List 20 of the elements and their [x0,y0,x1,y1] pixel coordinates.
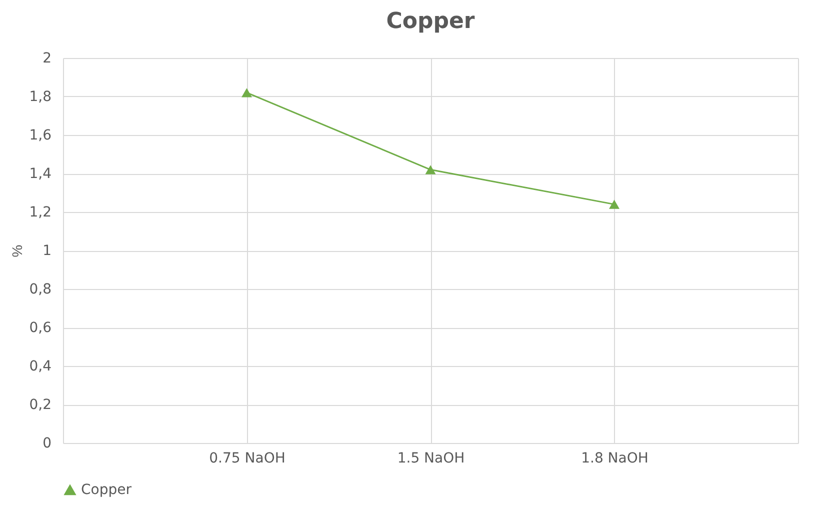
point [425,165,436,174]
y-tick-label: 1,4 [29,166,52,182]
y-tick-label: 1,8 [29,89,52,105]
y-tick-label: 2 [42,50,52,66]
y-tick-label: 1,6 [29,128,52,144]
legend-label: Copper [81,482,132,498]
y-tick-label: 0 [42,436,52,452]
chart-title: Copper [386,9,475,34]
y-tick-label: 0,8 [29,282,52,298]
y-tick-label: 0,4 [29,358,52,374]
x-tick-label: 1.8 NaOH [581,450,648,466]
x-tick-label: 1.5 NaOH [397,450,465,466]
y-tick-label: 1 [42,243,52,259]
y-axis-title: % [9,244,26,258]
point [242,88,252,98]
y-tick-label: 0,2 [29,397,52,413]
x-tick-label: 0.75 NaOH [209,450,286,466]
y-tick-label: 0,6 [29,320,52,336]
y-tick-label: 1,2 [29,204,52,220]
point [609,200,620,209]
